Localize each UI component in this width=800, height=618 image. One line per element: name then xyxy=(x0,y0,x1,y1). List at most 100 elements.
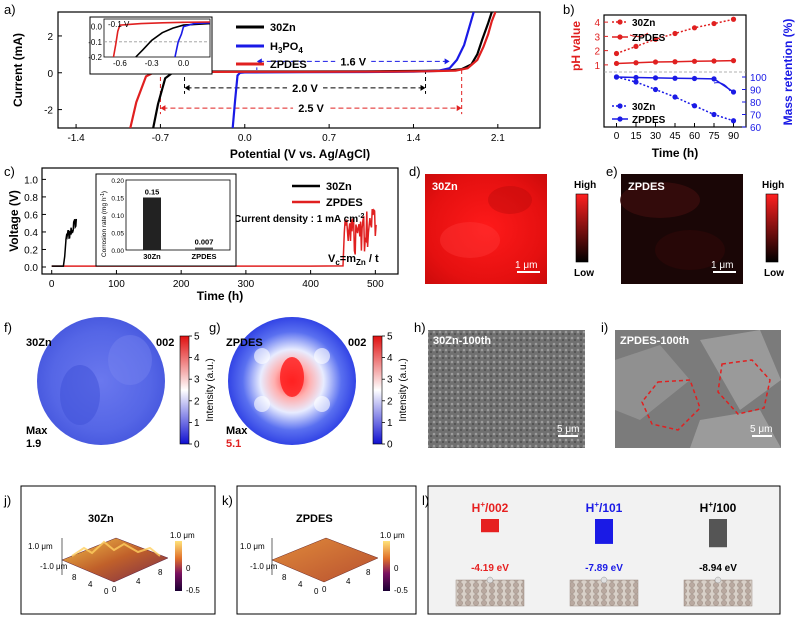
sem-label-i: ZPDES-100th xyxy=(620,335,689,347)
legend-c-30zn: 30Zn xyxy=(326,181,352,193)
panel-label-e: e) xyxy=(606,164,618,179)
legend-b-30zn-mass: 30Zn xyxy=(632,102,655,113)
y-axis-label-a: Current (mA) xyxy=(11,33,25,107)
inset-y-tick-c: 0.15 xyxy=(111,196,124,203)
mass-point xyxy=(652,86,659,93)
colorbar-tick-label: 2 xyxy=(194,396,200,407)
afm-frame-k xyxy=(236,485,417,615)
mass-point xyxy=(691,75,698,82)
x-tick-label-b: 60 xyxy=(689,131,701,142)
cb-bottom-k: -0.5 xyxy=(394,586,408,595)
corrosion-value-label: 0.007 xyxy=(195,238,214,247)
legend-label-h3po4: H3PO4 xyxy=(270,41,303,55)
inset-x-tick: -0.6 xyxy=(113,59,127,68)
colorbar-tick-label: 3 xyxy=(194,375,200,386)
ph-point xyxy=(711,20,717,27)
window-arrow-right xyxy=(456,105,462,112)
inset-y-label-c: Corrosion rate (mg h-1) xyxy=(100,191,108,257)
y-tick-label-c: 0.2 xyxy=(24,245,38,256)
panel-k: k) ZPDES 1.0 μm -1.0 μm 0 4 8 8 4 0 1.0 … xyxy=(222,485,417,615)
x-tick-label-b: 45 xyxy=(669,131,681,142)
legend-label-zpdes: ZPDES xyxy=(270,59,307,71)
inset-line xyxy=(174,22,211,58)
cb-top-k: 1.0 μm xyxy=(380,531,405,540)
sem-label-h: 30Zn-100th xyxy=(433,335,491,347)
axis-ticks-a: -1.4 -0.7 0.0 0.7 1.4 2.1 -2 0 2 xyxy=(44,32,505,144)
ph-point xyxy=(730,16,737,22)
mass-point xyxy=(672,94,678,100)
mass-point xyxy=(711,76,717,82)
y-tick-label-c: 0.4 xyxy=(24,228,38,239)
legend-marker-ph-zpdes xyxy=(617,34,623,40)
window-label-bg xyxy=(287,80,324,93)
zn-slab-model xyxy=(683,579,753,607)
inset-y-tick-c: 0.10 xyxy=(111,213,124,220)
z-top-j: 1.0 μm xyxy=(28,542,53,551)
colorbar-ticks-f: 0 1 2 3 4 5 xyxy=(189,332,200,451)
scale-label-i: 5 μm xyxy=(750,424,772,435)
panel-label-d: d) xyxy=(409,164,421,179)
inset-y-tick-c: 0.20 xyxy=(111,178,124,185)
adsorption-site-label: H+/100 xyxy=(700,500,737,515)
mass-point xyxy=(711,111,717,118)
x-tick-label-a: 0.0 xyxy=(238,133,252,144)
panel-label-g: g) xyxy=(209,320,221,335)
panel-label-b: b) xyxy=(563,2,575,17)
x-tick-label-b: 0 xyxy=(614,131,620,142)
ph-point xyxy=(711,58,717,64)
colorbar-label-g: Intensity (a.u.) xyxy=(398,358,409,421)
inset-frame-a xyxy=(89,16,213,75)
panel-label-k: k) xyxy=(222,493,233,508)
ph-point xyxy=(652,59,659,65)
y-tick-label-c: 1.0 xyxy=(24,175,38,186)
x-tick-label-c: 300 xyxy=(238,279,255,290)
legend-b: 30Zn ZPDES 30Zn ZPDES xyxy=(612,18,666,126)
x-tick-label-a: -1.4 xyxy=(67,133,85,144)
adsorption-energy-label: -7.89 eV xyxy=(585,563,623,574)
pole-label-g: ZPDES xyxy=(226,337,263,349)
colorbar-tick-label: 0 xyxy=(194,440,200,451)
panel-e: e) ZPDES 1 μm High Low xyxy=(606,164,784,284)
z-bottom-j: -1.0 μm xyxy=(40,562,68,571)
inset-plot-area-c xyxy=(125,179,231,251)
x-tick-label-b: 30 xyxy=(650,131,662,142)
colorbar-tick-label: 5 xyxy=(194,332,200,343)
inset-y-tick-c: 0.00 xyxy=(111,248,124,255)
colorbar-ticks-g: 0 1 2 3 4 5 xyxy=(382,332,393,451)
colorbar-tick-label: 4 xyxy=(387,353,393,364)
y-tick-k-1: 4 xyxy=(298,580,303,589)
x-tick-label-c: 100 xyxy=(108,279,125,290)
corrosion-bar xyxy=(143,197,161,250)
legend-c-zpdes: ZPDES xyxy=(326,197,363,209)
inset-x-tick: -0.3 xyxy=(145,59,159,68)
x-tick-k-1: 4 xyxy=(346,577,351,586)
panel-l: l) H+/002 -4.19 eV H+/101 -7.89 eV H+/100 -8.… xyxy=(422,485,781,615)
mass-point xyxy=(633,79,639,85)
h-adatom xyxy=(714,576,722,584)
panel-j: j) 30Zn 1.0 μm -1.0 μm 0 4 8 8 4 0 1.0 μ… xyxy=(3,485,216,615)
corrosion-category-label: 30Zn xyxy=(143,252,161,261)
window-label: 2.0 V xyxy=(292,83,318,95)
axis-ticks-c: 0 100 200 300 400 500 0.0 0.2 0.4 0.6 0.8 1.0 xyxy=(24,175,384,290)
x-axis-label-b: Time (h) xyxy=(652,146,698,160)
inset-annotation: -0.1 V xyxy=(108,20,130,29)
mass-point xyxy=(652,75,659,81)
x-tick-label-a: 0.7 xyxy=(322,133,336,144)
z-bottom-k: -1.0 μm xyxy=(250,562,278,571)
adsorption-energy-bar xyxy=(595,519,613,544)
adsorption-energy-bars: H+/002 -4.19 eV H+/101 -7.89 eV H+/100 -8.94 … xyxy=(455,500,753,607)
x-tick-label-b: 90 xyxy=(728,131,740,142)
x-tick-j-0: 0 xyxy=(112,585,117,594)
grain-outline-2 xyxy=(717,359,771,415)
panel-f: f) 30Zn 002 Max 1.9 0 1 2 3 4 5 Intensity (a.… xyxy=(4,317,216,451)
colorbar-f xyxy=(179,335,190,445)
colorbar-e xyxy=(765,193,779,263)
corrosion-formula: Vc=mZn / t xyxy=(328,253,379,267)
mass-point xyxy=(633,74,639,81)
scale-label-d: 1 μm xyxy=(515,260,537,271)
ph-point xyxy=(672,30,678,37)
ph-point xyxy=(633,43,639,49)
sem-image-30zn xyxy=(428,330,585,448)
cb-high-d: High xyxy=(574,180,596,191)
plane-label-g: 002 xyxy=(348,337,366,349)
